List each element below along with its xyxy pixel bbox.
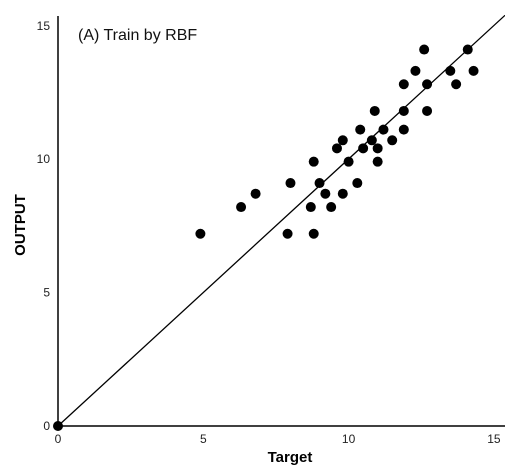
- y-axis-title: OUTPUT: [12, 194, 29, 256]
- data-point: [250, 188, 261, 199]
- data-point: [314, 178, 325, 189]
- data-point: [282, 228, 293, 239]
- data-point: [53, 421, 63, 431]
- data-point: [422, 79, 433, 90]
- data-point: [419, 44, 430, 55]
- y-tick-label: 15: [37, 19, 51, 33]
- data-point: [369, 105, 380, 116]
- data-point: [378, 124, 389, 135]
- plot-frame: [57, 16, 505, 427]
- data-point: [387, 135, 398, 146]
- data-point: [337, 135, 348, 146]
- data-point: [305, 202, 316, 213]
- data-point: [308, 156, 319, 167]
- data-point: [398, 124, 409, 135]
- data-point: [462, 44, 473, 55]
- identity-reference-line: [57, 14, 505, 427]
- data-point: [372, 143, 383, 154]
- data-point: [422, 105, 433, 116]
- x-tick-label: 10: [342, 432, 356, 446]
- data-point: [445, 65, 456, 76]
- data-point: [398, 105, 409, 116]
- data-point: [285, 178, 296, 189]
- data-point: [410, 65, 421, 76]
- axis-ticks: 0 5 10 15 0 5 10 15: [37, 19, 501, 446]
- x-tick-label: 15: [487, 432, 501, 446]
- x-axis-title: Target: [268, 449, 313, 465]
- data-point: [326, 202, 337, 213]
- data-point: [372, 156, 383, 167]
- x-tick-label: 5: [200, 432, 207, 446]
- data-point: [398, 79, 409, 90]
- data-point: [320, 188, 331, 199]
- data-point: [236, 202, 247, 213]
- y-tick-label: 5: [43, 286, 50, 300]
- x-tick-label: 0: [55, 432, 62, 446]
- data-point: [308, 228, 319, 239]
- data-point: [195, 228, 206, 239]
- data-point: [366, 135, 377, 146]
- data-point: [451, 79, 462, 90]
- chart-title: (A) Train by RBF: [78, 27, 197, 44]
- data-point: [337, 188, 348, 199]
- y-tick-label: 10: [37, 152, 51, 166]
- data-points: [53, 44, 479, 431]
- data-point: [352, 178, 363, 189]
- y-tick-label: 0: [43, 419, 50, 433]
- data-point: [468, 65, 479, 76]
- data-point: [331, 143, 342, 154]
- data-point: [343, 156, 354, 167]
- data-point: [358, 143, 369, 154]
- data-point: [355, 124, 366, 135]
